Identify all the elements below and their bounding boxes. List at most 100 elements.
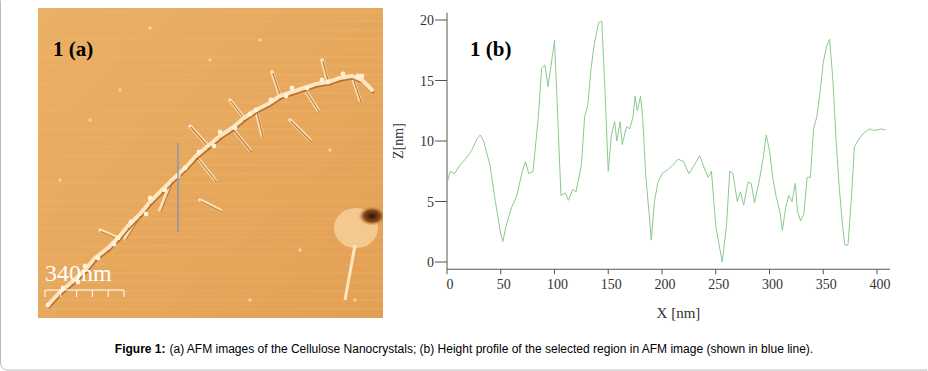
x-axis-label: X [nm] (657, 305, 701, 321)
y-tick-label: 15 (420, 74, 434, 89)
crystal-blob (212, 144, 217, 149)
scan-line (38, 66, 383, 67)
crystal (200, 200, 220, 210)
crystal (196, 146, 208, 156)
scan-line (38, 255, 383, 256)
scan-line (38, 219, 383, 220)
crystal-shadow (257, 112, 263, 137)
crystal-blob (144, 212, 149, 217)
scale-bar-label: 340nm (45, 260, 112, 286)
crystal (345, 245, 355, 300)
crystal-blob (269, 98, 274, 103)
scan-line (38, 183, 383, 184)
crystal-shadow (197, 158, 216, 182)
crystal-blob (305, 86, 310, 91)
crystal-blob (254, 108, 259, 113)
crystal-blob (290, 86, 295, 91)
crystal-blob (116, 236, 121, 241)
afm-background (38, 8, 383, 318)
x-tick (877, 269, 878, 274)
crystal-shadow (273, 74, 281, 98)
y-tick (435, 20, 447, 21)
y-tick-label: 5 (427, 195, 434, 210)
x-tick-label: 200 (655, 277, 676, 292)
crystal-blob (341, 72, 346, 77)
scale-bar-tick (76, 290, 77, 297)
scan-line (38, 165, 383, 166)
caption-text: (a) AFM images of the Cellulose Nanocrys… (170, 342, 814, 356)
scan-line (38, 75, 383, 76)
crystal (100, 230, 118, 238)
x-tick (769, 269, 770, 274)
figure-frame (1, 1, 928, 371)
scan-line (38, 192, 383, 193)
crystal-blob (284, 94, 289, 99)
crystal-blob (326, 80, 331, 85)
crystal-blob (233, 126, 238, 131)
x-tick-label: 400 (870, 277, 891, 292)
scale-bar-tick (108, 290, 109, 297)
scan-line (38, 21, 383, 22)
crystal-blob (248, 112, 253, 117)
y-tick (435, 262, 447, 263)
crystal (362, 80, 372, 90)
scale-bar-tick (45, 290, 46, 297)
x-tick (554, 269, 555, 274)
panel-label: 1 (b) (470, 37, 511, 61)
y-tick-label: 20 (420, 13, 434, 28)
crystal (125, 214, 140, 238)
crystal-shadow (305, 90, 319, 112)
particle (328, 148, 332, 152)
caption: Figure 1:(a) AFM images of the Cellulose… (115, 342, 813, 356)
y-tick (435, 80, 447, 81)
scan-line (38, 210, 383, 211)
scan-line (38, 237, 383, 238)
x-tick (662, 269, 663, 274)
y-tick (435, 201, 447, 202)
x-tick-label: 100 (547, 277, 568, 292)
x-tick-label: 50 (497, 277, 511, 292)
x-tick-label: 150 (601, 277, 622, 292)
scale-bar-tick (92, 290, 93, 297)
particle (58, 178, 62, 182)
x-tick (500, 269, 501, 274)
scale-bar-tick (60, 290, 61, 297)
crystal-blob (112, 242, 117, 247)
x-tick (608, 269, 609, 274)
x-tick-label: 350 (816, 277, 837, 292)
crystal-shadow (191, 128, 209, 148)
dark-spot (358, 206, 383, 226)
scan-line (38, 12, 383, 13)
crystal (150, 190, 162, 202)
crystal-blob (46, 303, 51, 308)
scan-line (38, 300, 383, 301)
crystal-shadow (291, 122, 311, 142)
plot-area (447, 21, 886, 262)
particle (118, 88, 122, 92)
scan-line (38, 246, 383, 247)
particle (353, 298, 357, 302)
profile-line (177, 143, 179, 232)
scan-line (38, 102, 383, 103)
particle (88, 118, 92, 122)
crystal-blob (163, 188, 168, 193)
scan-line (38, 228, 383, 229)
particle (258, 38, 262, 42)
particle (248, 298, 252, 302)
crystal (48, 292, 60, 305)
scan-line (38, 291, 383, 292)
y-tick-label: 10 (420, 134, 434, 149)
particle (148, 26, 152, 30)
particle (208, 58, 212, 62)
panel-label: 1 (a) (53, 37, 93, 61)
scale-bar-tick (124, 290, 125, 297)
profile-line-series (447, 21, 886, 262)
crystal-blob (197, 150, 202, 155)
scale-bar (45, 289, 124, 290)
y-tick-label: 0 (427, 255, 434, 270)
crystal (185, 156, 196, 168)
crystal-shadow (233, 130, 251, 152)
scan-line (38, 309, 383, 310)
x-tick-label: 300 (762, 277, 783, 292)
scan-line (38, 201, 383, 202)
